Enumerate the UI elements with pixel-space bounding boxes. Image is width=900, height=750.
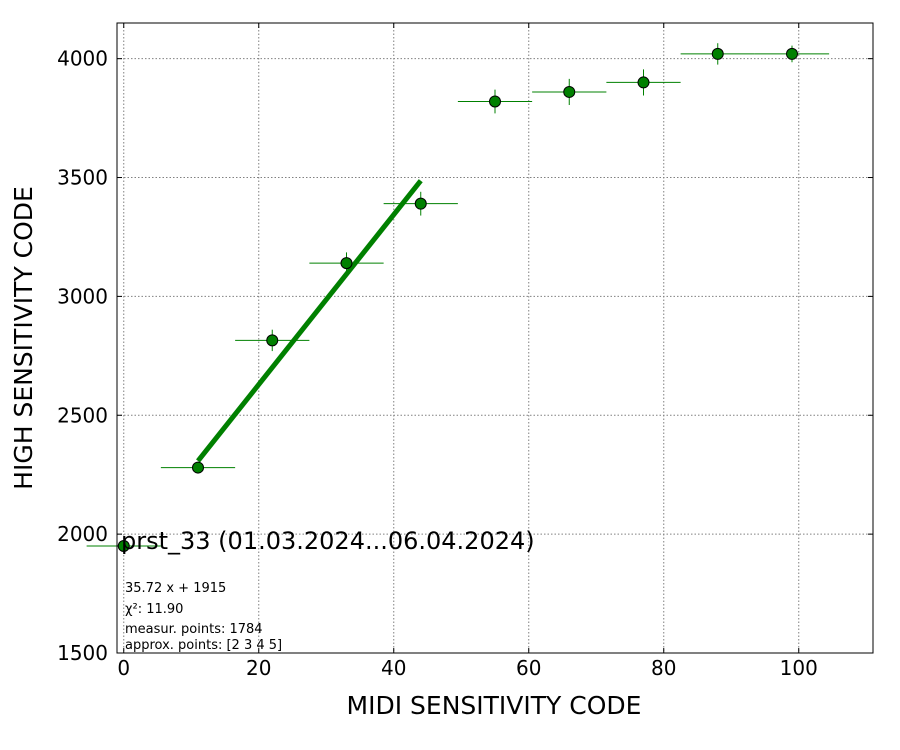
measured-points: measur. points: 1784 bbox=[125, 622, 263, 637]
data-point bbox=[414, 197, 427, 210]
y-tick-label: 2000 bbox=[57, 522, 108, 546]
fit-line bbox=[196, 179, 423, 463]
x-tick-label: 60 bbox=[516, 656, 541, 680]
data-point bbox=[637, 76, 650, 89]
data-points bbox=[86, 43, 830, 553]
data-point bbox=[117, 540, 130, 553]
data-point bbox=[489, 95, 501, 108]
chi-square: χ²: 11.90 bbox=[125, 602, 183, 617]
x-tick-label: 20 bbox=[246, 656, 271, 680]
approx-points: approx. points: [2 3 4 5] bbox=[125, 638, 282, 653]
y-axis-label: HIGH SENSITIVITY CODE bbox=[9, 186, 38, 490]
data-point bbox=[340, 257, 353, 270]
x-tick-label: 40 bbox=[381, 656, 406, 680]
grid-lines bbox=[117, 23, 873, 653]
x-axis-label: MIDI SENSITIVITY CODE bbox=[347, 691, 642, 720]
x-tick-label: 0 bbox=[117, 656, 130, 680]
plot-frame bbox=[116, 22, 874, 654]
data-point bbox=[563, 85, 576, 98]
x-tick-label: 100 bbox=[780, 656, 818, 680]
data-point bbox=[192, 461, 204, 474]
data-point bbox=[711, 47, 724, 60]
y-tick-label: 1500 bbox=[57, 641, 108, 665]
data-point bbox=[786, 47, 798, 60]
y-tick-label: 3000 bbox=[57, 284, 108, 308]
axis-ticks bbox=[117, 23, 873, 654]
x-tick-label: 80 bbox=[651, 656, 676, 680]
x-tick-labels: 0 20 40 60 80 100 bbox=[117, 656, 817, 680]
fit-equation: 35.72 x + 1915 bbox=[125, 581, 226, 596]
y-tick-label: 2500 bbox=[57, 403, 108, 427]
fit-line-layer bbox=[196, 179, 423, 463]
y-tick-labels: 1500 2000 2500 3000 3500 4000 bbox=[57, 47, 108, 665]
y-tick-label: 4000 bbox=[57, 47, 108, 71]
chart-title: prst_33 (01.03.2024...06.04.2024) bbox=[121, 527, 535, 555]
y-tick-label: 3500 bbox=[57, 166, 108, 190]
data-point bbox=[266, 334, 279, 347]
